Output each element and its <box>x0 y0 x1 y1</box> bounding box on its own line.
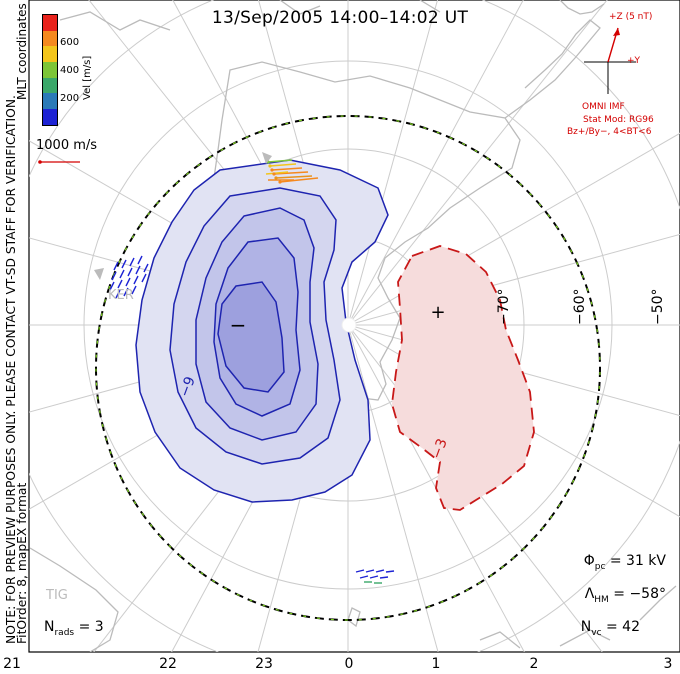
mlt-label-1: 1 <box>431 656 441 672</box>
stat-nrads-symbol: N <box>44 619 55 635</box>
mlt-label-21: 21 <box>3 656 21 672</box>
stat-lambda-symbol: Λ <box>584 586 595 602</box>
mlt-label-2: 2 <box>529 656 539 672</box>
imf-z-label: +Z (5 nT) <box>609 12 653 22</box>
stat-lambda-sub: HM <box>594 594 609 605</box>
contour-label-positive: −3 <box>429 436 451 461</box>
negative-cell <box>135 159 389 503</box>
fit-order-note: FitOrder: 8, mapEX format <box>15 482 29 644</box>
station-marker-ker <box>94 268 104 280</box>
vectors-tig-green <box>364 581 382 584</box>
reference-vector <box>38 160 80 164</box>
stat-nrads-sub: rads <box>54 627 75 638</box>
contour-label-negative: −9 <box>177 374 199 399</box>
station-label-ker: KER <box>108 288 134 303</box>
imf-clock-dial <box>584 27 636 94</box>
stat-phi-sub: pc <box>594 561 606 572</box>
colorbar-tick-200: 200 <box>60 93 80 104</box>
colorbar-tick-600: 600 <box>60 37 80 48</box>
colorbar-band <box>43 30 57 47</box>
velocity-colorbar <box>42 14 58 126</box>
stat-lambda-hm: ΛHM = −58° <box>585 586 666 605</box>
imf-y-label: +Y <box>627 56 641 66</box>
stat-lambda-value: = −58° <box>613 586 666 602</box>
colorbar-band <box>43 93 57 110</box>
vectors-noon <box>265 159 319 184</box>
pole-marker <box>341 317 357 333</box>
lat-label-70: −70° <box>496 288 512 325</box>
stat-phi-symbol: Φ <box>583 553 595 569</box>
coastline-north <box>59 0 441 31</box>
colorbar-band <box>43 77 57 94</box>
colorbar-band <box>43 15 57 31</box>
imf-condition: Bz+/By−, 4<BT<6 <box>567 127 652 137</box>
stat-phi-value: = 31 kV <box>609 553 666 569</box>
mlt-label-3: 3 <box>663 656 673 672</box>
stat-nrads-value: = 3 <box>78 619 104 635</box>
coastline-islands <box>347 585 677 649</box>
hm-boundary <box>95 115 601 621</box>
potential-min-marker: − <box>230 313 247 337</box>
coastline-south-america <box>559 0 605 15</box>
colorbar-axis-label: Vel [m/s] <box>82 55 93 100</box>
vectors-tig <box>355 569 395 579</box>
stat-nvc-value: = 42 <box>606 619 640 635</box>
colorbar-band <box>43 62 57 78</box>
reference-vector-label: 1000 m/s <box>36 138 98 153</box>
mlt-label-23: 23 <box>255 656 273 672</box>
colorbar-band <box>43 109 57 125</box>
colorbar-band <box>43 46 57 63</box>
map-frame <box>28 0 680 653</box>
colorbar-tick-400: 400 <box>60 65 80 76</box>
mlt-label-0: 0 <box>344 656 354 672</box>
stat-n-rads: Nrads = 3 <box>44 619 104 638</box>
lat-label-50: −50° <box>650 288 666 325</box>
coastline-australia <box>29 547 119 652</box>
coordinates-label: MLT coordinates <box>15 3 29 100</box>
stat-nvc-sub: vc <box>591 627 602 638</box>
map-title: 13/Sep/2005 14:00–14:02 UT <box>211 8 469 28</box>
station-marker-noon <box>262 152 272 164</box>
coastline-peninsula <box>504 19 601 119</box>
lat-label-60: −60° <box>572 288 588 325</box>
mlt-label-22: 22 <box>159 656 177 672</box>
positive-cell <box>391 245 535 511</box>
imf-title: OMNI IMF <box>582 102 625 112</box>
stat-phi-pc: Φpc = 31 kV <box>584 553 666 572</box>
stat-nvc-symbol: N <box>580 619 592 635</box>
stat-n-vc: Nvc = 42 <box>581 619 640 638</box>
potential-max-marker: + <box>430 302 445 323</box>
station-label-tig: TIG <box>46 588 68 603</box>
imf-stat-mod: Stat Mod: RG96 <box>583 115 654 125</box>
vectors-ker <box>109 255 149 299</box>
